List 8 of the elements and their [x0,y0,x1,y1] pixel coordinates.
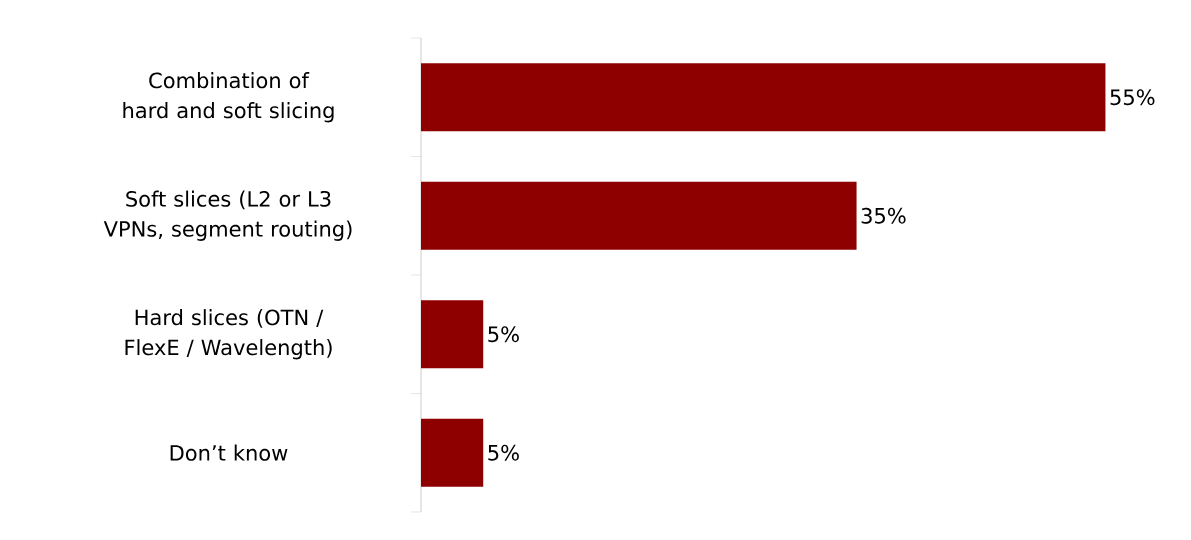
y-tick-label: Soft slices (L2 or L3 VPNs, segment routing) [103,190,352,241]
y-tick-label: Combination of hard and soft slicing [123,72,334,123]
y-tick-label: Hard slices (OTN / FlexE / Wavelength) [125,309,332,360]
data-label: 55% [1110,89,1155,106]
data-label: 5% [488,444,519,461]
y-tick-label: Don’t know [170,444,288,461]
data-label: 35% [861,207,906,224]
data-label: 5% [488,326,519,343]
